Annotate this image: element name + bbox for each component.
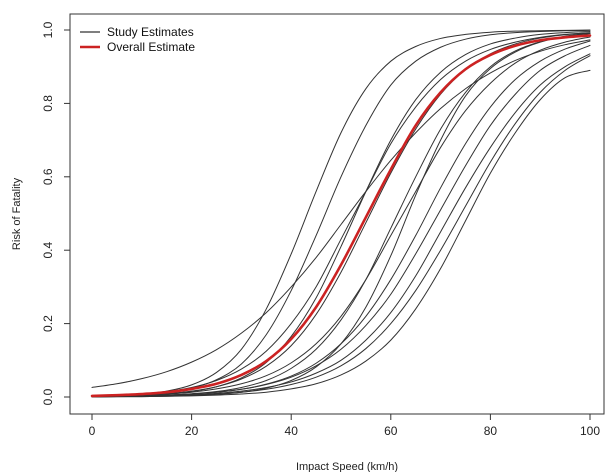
x-axis: 0 20 40 60 80 100 [89, 413, 600, 438]
legend-label-study: Study Estimates [107, 25, 194, 39]
study-estimate-line-1 [91, 39, 591, 388]
x-tick-label: 20 [185, 424, 199, 438]
plot-frame [69, 13, 605, 415]
curves-layer [90, 29, 592, 398]
y-tick-label: 0.4 [41, 242, 55, 259]
study-estimate-line-12 [91, 55, 591, 398]
x-axis-title: Impact Speed (km/h) [296, 461, 398, 472]
x-tick-label: 40 [285, 424, 299, 438]
y-axis-title: Risk of Fatality [11, 177, 23, 250]
x-tick-label: 0 [89, 424, 96, 438]
y-tick-label: 0.2 [41, 315, 55, 332]
x-tick-label: 80 [484, 424, 498, 438]
y-tick-label: 0.8 [41, 95, 55, 112]
study-estimate-line-6 [91, 36, 591, 397]
study-estimate-line-2 [91, 29, 591, 397]
study-estimate-line-8 [91, 33, 591, 398]
y-tick-label: 1.0 [41, 21, 55, 38]
y-tick-label: 0.6 [41, 168, 55, 185]
x-tick-label: 100 [580, 424, 600, 438]
study-estimate-line-14 [91, 32, 591, 397]
study-estimate-line-13 [91, 69, 591, 398]
study-estimate-line-7 [91, 32, 591, 398]
legend-label-overall: Overall Estimate [107, 40, 195, 54]
legend: Study Estimates Overall Estimate [80, 25, 195, 54]
y-axis: 0.0 0.2 0.4 0.6 0.8 1.0 [41, 21, 71, 405]
y-tick-label: 0.0 [41, 388, 55, 405]
x-tick-label: 60 [384, 424, 398, 438]
study-estimate-line-3 [91, 29, 591, 397]
study-estimate-line-4 [91, 32, 591, 397]
study-estimate-line-5 [91, 30, 591, 398]
overall-estimate-line [90, 34, 592, 398]
